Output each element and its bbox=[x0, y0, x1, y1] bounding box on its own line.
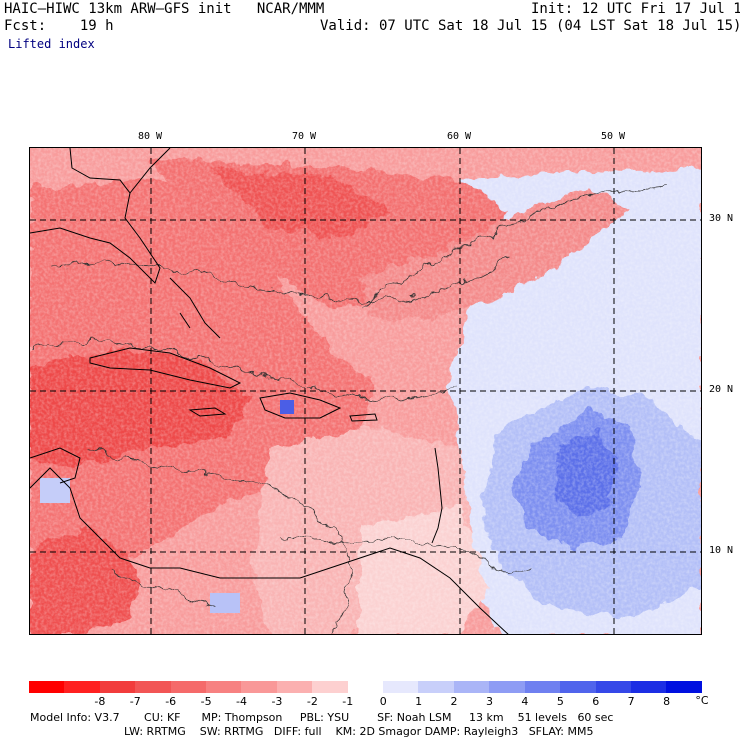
blue-pocket-hispaniola bbox=[280, 400, 294, 414]
colorbar-tick-label: -7 bbox=[129, 695, 141, 708]
lat-label-30n: 30 N bbox=[709, 213, 734, 224]
colorbar-tick-label: 5 bbox=[556, 695, 564, 708]
coast-hispaniola bbox=[259, 392, 342, 419]
colorbar-segment bbox=[170, 681, 207, 693]
blue-pockets bbox=[40, 400, 294, 613]
colorbar-segment bbox=[99, 681, 136, 693]
coast-yucatan bbox=[30, 447, 81, 484]
lon-label-70w: 70 W bbox=[291, 131, 317, 142]
colorbar-tick-label: -3 bbox=[271, 695, 283, 708]
colorbar-segment bbox=[453, 681, 490, 693]
coast-bahamas bbox=[169, 277, 221, 339]
contour-5 bbox=[279, 537, 531, 573]
graticule bbox=[30, 148, 701, 634]
colorbar-segment bbox=[560, 681, 596, 693]
contour-6 bbox=[109, 567, 211, 609]
valid-time: Valid: 07 UTC Sat 18 Jul 15 (04 LST Sat … bbox=[320, 18, 740, 34]
init-time: Init: 12 UTC Fri 17 Jul 15 bbox=[531, 1, 740, 17]
colorbar-segment bbox=[383, 681, 419, 693]
model-title: HAIC–HIWC 13km ARW–GFS init NCAR/MMM bbox=[4, 1, 325, 17]
colorbar-tick-label: -8 bbox=[94, 695, 106, 708]
coast-us-east bbox=[129, 148, 171, 194]
colorbar-tick-label: -5 bbox=[200, 695, 212, 708]
lat-label-20n: 20 N bbox=[709, 384, 734, 395]
colorbar-segment bbox=[29, 681, 65, 693]
colorbar-tick-label: -6 bbox=[165, 695, 177, 708]
colorbar-tick-label: 2 bbox=[450, 695, 458, 708]
colorbar-segment bbox=[135, 681, 171, 693]
contour-3 bbox=[359, 187, 671, 309]
coast-jamaica bbox=[188, 407, 227, 417]
colorbar-tick-label: 8 bbox=[663, 695, 671, 708]
coast-central-america bbox=[30, 467, 509, 634]
colorbar-segment bbox=[489, 681, 525, 693]
coast-florida-us bbox=[30, 148, 161, 284]
colorbar-tick-label: 4 bbox=[521, 695, 529, 708]
colorbar-segment bbox=[276, 681, 313, 693]
coast-cuba bbox=[89, 347, 242, 389]
colorbar-segment bbox=[595, 681, 631, 693]
lon-label-60w: 60 W bbox=[446, 131, 472, 142]
coast-puerto-rico bbox=[349, 413, 378, 422]
footer-line-1: Model Info: V3.7 CU: KF MP: Thompson PBL… bbox=[30, 711, 614, 724]
colorbar-segment bbox=[64, 681, 100, 693]
colorbar-segment bbox=[347, 681, 384, 693]
colorbar-tick-label: 1 bbox=[415, 695, 423, 708]
lon-label-80w: 80 W bbox=[137, 131, 163, 142]
colorbar-tick-label: -1 bbox=[342, 695, 354, 708]
lifted-index-map bbox=[29, 147, 702, 635]
blue-pocket-south bbox=[210, 593, 240, 613]
colorbar-segment bbox=[206, 681, 242, 693]
map-svg bbox=[30, 148, 701, 634]
footer-line-2: LW: RRTMG SW: RRTMG DIFF: full KM: 2D Sm… bbox=[124, 725, 594, 738]
colorbar-segment bbox=[666, 681, 702, 693]
colorbar-tick-label: -4 bbox=[236, 695, 247, 708]
lon-label-50w: 50 W bbox=[600, 131, 626, 142]
contours bbox=[30, 187, 671, 634]
colorbar-segment bbox=[418, 681, 454, 693]
coastlines bbox=[30, 148, 509, 634]
coast-lesser-antilles bbox=[431, 447, 443, 544]
colorbar-tick-label: 6 bbox=[592, 695, 600, 708]
colorbar-tick-label: -2 bbox=[306, 695, 318, 708]
field-name: Lifted index bbox=[8, 37, 95, 51]
colorbar-segment bbox=[241, 681, 277, 693]
forecast-hour: Fcst: 19 h bbox=[4, 18, 114, 34]
colorbar-segment bbox=[630, 681, 667, 693]
lat-label-10n: 10 N bbox=[709, 545, 734, 556]
blue-pocket-west bbox=[40, 478, 70, 503]
colorbar-segment bbox=[524, 681, 561, 693]
contour-4 bbox=[89, 447, 352, 634]
colorbar-segment bbox=[312, 681, 348, 693]
colorbar-unit: °C bbox=[695, 694, 709, 707]
contour-1 bbox=[30, 341, 461, 400]
contour-2 bbox=[49, 257, 511, 301]
colorbar bbox=[29, 681, 702, 693]
colorbar-tick-label: 3 bbox=[485, 695, 493, 708]
colorbar-tick-label: 0 bbox=[379, 695, 387, 708]
colorbar-tick-label: 7 bbox=[627, 695, 635, 708]
